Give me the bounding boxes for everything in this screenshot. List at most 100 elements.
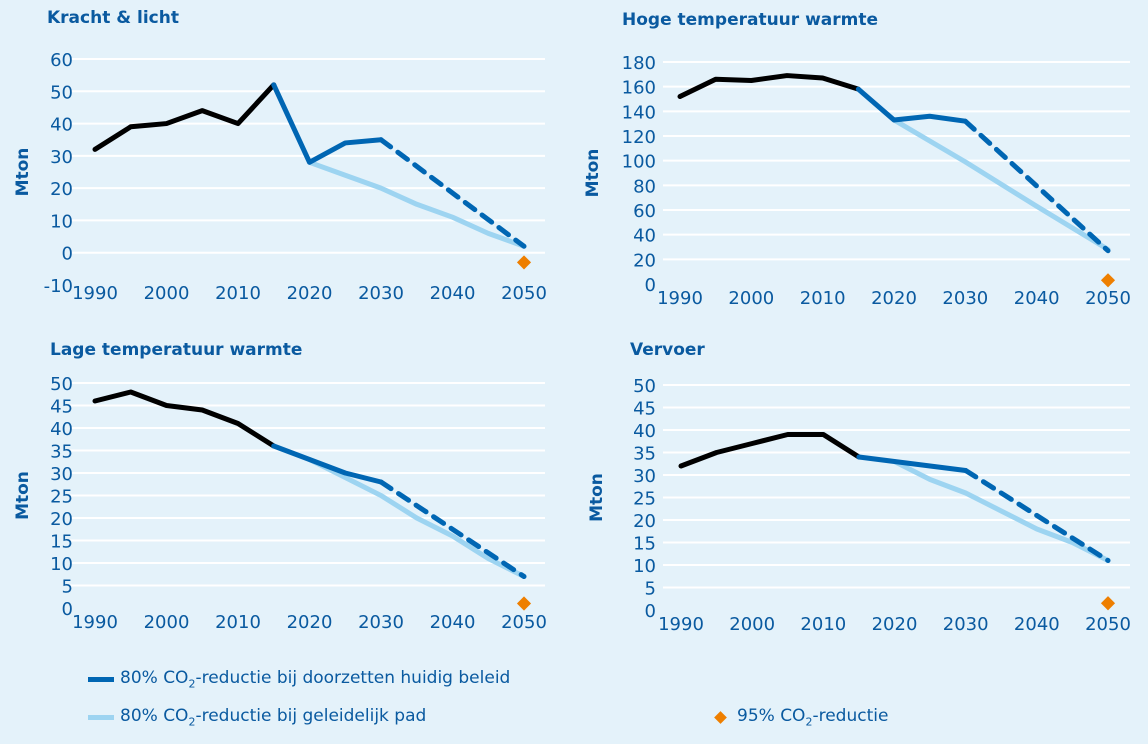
y-tick-label: 0 — [62, 599, 73, 620]
y-tick-label: 0 — [645, 275, 656, 296]
chart-title-lage-temperatuur: Lage temperatuur warmte — [50, 340, 303, 360]
y-tick-label: 0 — [62, 244, 73, 265]
y-tick-label: 160 — [622, 78, 656, 99]
y-tick-label: 60 — [50, 50, 73, 71]
y-tick-label: 5 — [645, 579, 656, 600]
y-tick-label: 45 — [50, 397, 73, 418]
y-axis-label: Mton — [13, 148, 33, 197]
legend-swatch-policy — [88, 676, 114, 682]
y-tick-label: 15 — [633, 534, 656, 555]
x-tick-label: 2020 — [872, 614, 918, 635]
x-tick-label: 2020 — [287, 612, 333, 633]
y-tick-label: 20 — [50, 179, 73, 200]
y-tick-label: 30 — [50, 147, 73, 168]
y-axis-label: Mton — [583, 149, 603, 198]
x-tick-label: 2000 — [144, 612, 190, 633]
chart-title-hoge-temperatuur: Hoge temperatuur warmte — [622, 10, 879, 30]
y-tick-label: 40 — [50, 419, 73, 440]
y-axis-label: Mton — [587, 473, 607, 522]
y-tick-label: 100 — [622, 152, 656, 173]
y-tick-label: 25 — [633, 489, 656, 510]
series-line-policy — [271, 443, 384, 485]
y-tick-label: 40 — [633, 226, 656, 247]
x-tick-label: 2050 — [501, 612, 547, 633]
y-tick-label: 10 — [50, 554, 73, 575]
x-tick-label: 2010 — [215, 612, 261, 633]
y-tick-label: 50 — [50, 82, 73, 103]
y-tick-label: 20 — [633, 250, 656, 271]
y-tick-label: 45 — [633, 399, 656, 420]
legend-swatch-gradual — [88, 714, 114, 720]
y-tick-label: 0 — [645, 601, 656, 622]
legend-item-target95: 95% CO2-reductie — [714, 706, 889, 729]
y-tick-label: 120 — [622, 127, 656, 148]
x-tick-label: 2030 — [942, 288, 988, 309]
y-tick-label: 60 — [633, 201, 656, 222]
x-tick-label: 2040 — [1014, 288, 1060, 309]
x-tick-label: 2050 — [501, 283, 547, 304]
x-tick-label: 2050 — [1085, 288, 1131, 309]
y-tick-label: 30 — [50, 464, 73, 485]
series-line-policy — [855, 86, 968, 124]
series-line-policy-projection — [378, 479, 527, 579]
x-tick-label: 2050 — [1085, 614, 1131, 635]
x-tick-label: 2040 — [430, 283, 476, 304]
legend-label-target95: 95% CO2-reductie — [737, 706, 889, 729]
y-tick-label: 35 — [50, 442, 73, 463]
series-line-history — [92, 389, 277, 449]
x-tick-label: 2030 — [358, 612, 404, 633]
x-tick-label: 1990 — [657, 288, 703, 309]
x-tick-label: 2010 — [215, 283, 261, 304]
y-tick-label: 50 — [50, 374, 73, 395]
y-tick-label: 80 — [633, 176, 656, 197]
chart-title-kracht-licht: Kracht & licht — [47, 8, 179, 28]
y-tick-label: 140 — [622, 102, 656, 123]
x-tick-label: 1990 — [658, 614, 704, 635]
series-line-gradual — [891, 117, 1111, 252]
x-tick-label: 2040 — [430, 612, 476, 633]
series-line-history — [678, 432, 862, 469]
y-tick-label: 15 — [50, 532, 73, 553]
legend-item-gradual: 80% CO2-reductie bij geleidelijk pad — [88, 706, 426, 728]
x-tick-label: 2020 — [871, 288, 917, 309]
series-line-policy — [856, 454, 969, 473]
x-tick-label: 2000 — [144, 283, 190, 304]
legend-item-policy: 80% CO2-reductie bij doorzetten huidig b… — [88, 668, 510, 690]
series-line-history — [677, 73, 861, 100]
y-axis-label: Mton — [13, 471, 33, 520]
x-tick-label: 2030 — [943, 614, 989, 635]
legend-label-policy: 80% CO2-reductie bij doorzetten huidig b… — [120, 668, 511, 691]
x-tick-label: 2000 — [728, 288, 774, 309]
x-tick-label: 2020 — [287, 283, 333, 304]
y-tick-label: 5 — [62, 577, 73, 598]
y-tick-label: 180 — [622, 53, 656, 74]
y-tick-label: 10 — [50, 211, 73, 232]
y-tick-label: 40 — [633, 421, 656, 442]
series-line-policy-projection — [378, 137, 527, 249]
target-95-diamond — [516, 255, 532, 270]
x-tick-label: 2010 — [800, 288, 846, 309]
target-95-diamond — [1100, 596, 1116, 611]
x-tick-label: 2000 — [729, 614, 775, 635]
y-tick-label: 30 — [633, 466, 656, 487]
series-line-gradual — [307, 457, 527, 579]
y-tick-label: 20 — [50, 509, 73, 530]
series-line-gradual — [892, 459, 1111, 563]
y-tick-label: -10 — [44, 276, 73, 297]
y-tick-label: 50 — [633, 376, 656, 397]
y-tick-label: 25 — [50, 487, 73, 508]
y-tick-label: 35 — [633, 444, 656, 465]
series-line-policy-projection — [962, 118, 1111, 254]
target-95-diamond — [1100, 273, 1116, 288]
x-tick-label: 2010 — [800, 614, 846, 635]
legend-label-gradual: 80% CO2-reductie bij geleidelijk pad — [120, 706, 427, 729]
x-tick-label: 2040 — [1014, 614, 1060, 635]
series-line-policy-projection — [963, 468, 1111, 563]
y-tick-label: 40 — [50, 115, 73, 136]
x-tick-label: 2030 — [358, 283, 404, 304]
y-tick-label: 10 — [633, 556, 656, 577]
legend-diamond-icon — [714, 710, 727, 724]
series-line-history — [92, 82, 277, 152]
